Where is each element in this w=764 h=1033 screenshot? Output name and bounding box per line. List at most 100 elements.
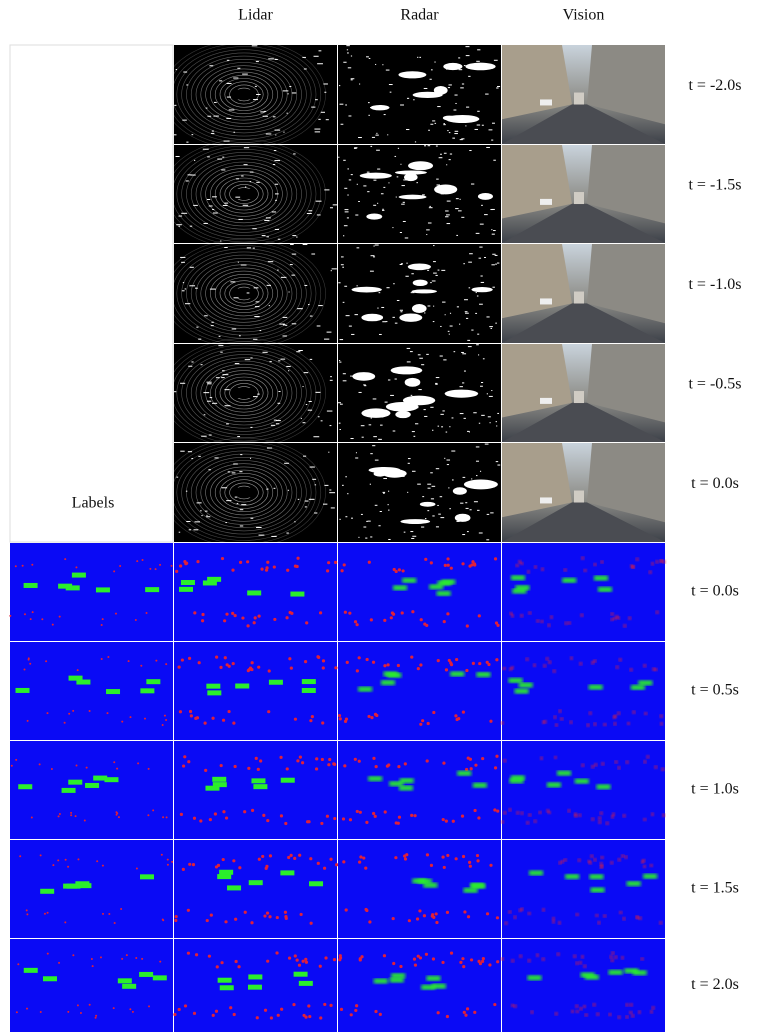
radar-point bbox=[481, 124, 484, 126]
red-point bbox=[94, 1016, 97, 1019]
lidar-point bbox=[193, 204, 198, 206]
labels-title: Labels bbox=[72, 495, 115, 512]
radar-point bbox=[371, 136, 376, 138]
radar-point bbox=[372, 445, 376, 447]
radar-point bbox=[400, 475, 405, 477]
red-point bbox=[163, 714, 166, 717]
red-point bbox=[553, 715, 557, 719]
red-point bbox=[446, 557, 450, 561]
radar-point bbox=[417, 56, 419, 58]
radar-point bbox=[370, 453, 373, 455]
bev-panel bbox=[500, 642, 665, 740]
red-point bbox=[593, 722, 597, 726]
red-point bbox=[462, 965, 466, 969]
red-point bbox=[643, 664, 647, 668]
radar-point bbox=[448, 487, 450, 489]
radar-point bbox=[351, 333, 355, 335]
red-point bbox=[171, 860, 174, 863]
red-point bbox=[397, 815, 402, 819]
lidar-ring bbox=[224, 180, 264, 208]
red-point bbox=[545, 657, 549, 661]
radar-point bbox=[376, 132, 378, 134]
lidar-point bbox=[292, 235, 297, 237]
red-point bbox=[610, 861, 614, 865]
red-point bbox=[15, 758, 18, 761]
radar-point bbox=[426, 229, 430, 231]
radar-point bbox=[471, 329, 474, 331]
radar-point bbox=[480, 385, 483, 387]
radar-blob bbox=[366, 213, 383, 220]
bev-panel bbox=[9, 543, 173, 641]
red-point bbox=[418, 956, 423, 960]
red-point bbox=[88, 1003, 91, 1006]
red-point bbox=[547, 810, 551, 815]
bev-background bbox=[338, 939, 501, 1032]
radar-point bbox=[375, 63, 377, 65]
radar-point bbox=[430, 123, 434, 125]
lidar-point bbox=[315, 391, 321, 393]
red-point bbox=[207, 954, 212, 958]
lidar-point bbox=[323, 83, 328, 85]
red-point bbox=[451, 819, 455, 823]
lidar-point bbox=[322, 503, 328, 505]
radar-point bbox=[462, 382, 465, 384]
red-point bbox=[471, 661, 475, 665]
red-point bbox=[275, 915, 279, 920]
green-box bbox=[423, 882, 438, 888]
lidar-ring bbox=[214, 75, 274, 115]
green-box bbox=[638, 680, 653, 686]
radar-point bbox=[417, 162, 421, 164]
red-point bbox=[538, 810, 542, 815]
red-point bbox=[652, 667, 656, 671]
radar-point bbox=[475, 312, 478, 314]
red-point bbox=[43, 912, 46, 915]
red-point bbox=[308, 1014, 312, 1019]
radar-point bbox=[474, 128, 478, 130]
red-point bbox=[372, 811, 376, 816]
radar-point bbox=[451, 116, 456, 118]
red-point bbox=[265, 864, 269, 868]
radar-blob bbox=[408, 161, 434, 171]
radar-point bbox=[373, 204, 377, 206]
red-point bbox=[503, 759, 507, 763]
red-point bbox=[449, 566, 453, 570]
bev-panel bbox=[173, 939, 337, 1032]
red-point bbox=[625, 760, 629, 764]
radar-point bbox=[462, 353, 467, 355]
green-box bbox=[122, 983, 137, 989]
lidar-point bbox=[211, 130, 215, 132]
green-box bbox=[180, 580, 195, 586]
red-point bbox=[322, 866, 327, 870]
radar-point bbox=[400, 263, 403, 265]
labels-empty-panel bbox=[9, 44, 174, 543]
radar-point bbox=[465, 312, 469, 314]
red-point bbox=[416, 667, 420, 671]
red-point bbox=[632, 710, 636, 714]
red-point bbox=[461, 710, 466, 714]
radar-point bbox=[407, 458, 411, 460]
red-point bbox=[332, 762, 336, 766]
radar-point bbox=[467, 430, 470, 432]
red-point bbox=[594, 763, 598, 767]
red-point bbox=[222, 810, 226, 814]
radar-point bbox=[489, 422, 491, 424]
lidar-point bbox=[236, 503, 239, 505]
building-right bbox=[587, 45, 665, 125]
red-point bbox=[213, 812, 218, 816]
green-box bbox=[431, 983, 446, 989]
red-point bbox=[509, 611, 513, 616]
radar-point bbox=[424, 312, 426, 314]
radar-point bbox=[395, 196, 397, 198]
green-box bbox=[593, 575, 608, 581]
lidar-point bbox=[282, 324, 286, 326]
radar-point bbox=[480, 275, 483, 277]
red-point bbox=[560, 860, 565, 864]
radar-point bbox=[427, 222, 432, 224]
red-point bbox=[591, 661, 595, 665]
lidar-point bbox=[180, 256, 186, 258]
red-point bbox=[219, 665, 223, 670]
red-point bbox=[625, 1015, 629, 1019]
red-point bbox=[302, 1013, 306, 1018]
radar-blob bbox=[399, 313, 423, 322]
red-point bbox=[233, 613, 237, 618]
